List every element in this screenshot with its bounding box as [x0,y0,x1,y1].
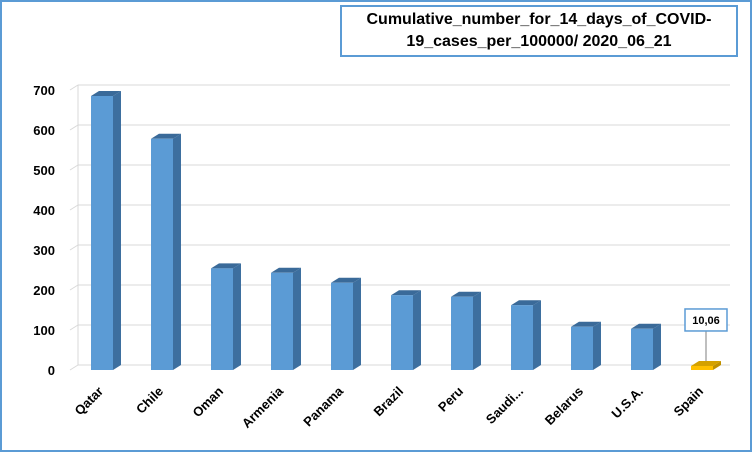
bar-front [211,268,233,370]
bar-front [691,365,713,370]
bar-belarus [571,321,601,370]
gridline-depth [69,244,79,251]
y-tick-label: 600 [33,123,55,138]
x-tick-label: Spain [670,383,706,419]
bar-front [331,282,353,370]
bar-front [571,326,593,370]
bar-side [353,277,361,370]
x-tick-label: Panama [300,383,346,429]
bar-top [691,360,721,366]
bar-side [473,291,481,370]
y-tick-label: 0 [48,363,55,378]
gridline-depth [69,284,79,291]
bar-side [413,290,421,370]
gridline-depth [69,364,79,371]
bar-top [91,91,121,96]
y-tick-label: 500 [33,163,55,178]
y-tick-label: 100 [33,323,55,338]
bar-front [631,328,653,370]
bar-brazil [391,290,421,370]
bar-top [211,263,241,269]
x-tick-label: U.S.A. [608,384,646,422]
bar-side [713,360,721,370]
bar-front [91,96,113,370]
gridlines [69,84,730,371]
data-labels: 10,06 [684,308,728,361]
x-tick-label: Saudi... [483,384,526,427]
y-axis: 0 100 200 300 400 500 600 700 [33,83,79,378]
y-tick-label: 300 [33,243,55,258]
x-tick-label: Brazil [370,384,406,420]
x-tick-label: Oman [189,383,226,420]
bar-peru [451,291,481,370]
x-tick-label: Armenia [239,383,287,431]
gridline-depth [69,84,79,91]
bar-panama [331,277,361,370]
x-axis-labels: Qatar Chile Oman Armenia Panama Brazil Peru Sau… [71,383,706,431]
bar-side [233,263,241,370]
chart-title-line-2: 19_cases_per_100000/ 2020_06_21 [406,33,672,50]
x-tick-label: Belarus [542,384,586,428]
bar-front [151,138,173,370]
bar-spain [691,360,721,370]
chart-title-line-1: Cumulative_number_for_14_days_of_COVID- [366,11,712,28]
bar-top [271,267,301,273]
y-tick-label: 400 [33,203,55,218]
bar-side [173,133,181,370]
bar-top [151,133,181,139]
x-tick-label: Chile [133,384,166,417]
bar-chile [151,133,181,370]
bar-side [533,300,541,370]
bar-top [451,291,481,297]
x-tick-label: Qatar [71,384,106,419]
bar-side [293,267,301,370]
bar-side [653,323,661,370]
bar-top [331,277,361,283]
bar-front [511,305,533,370]
gridline-depth [69,324,79,331]
bar-front [391,295,413,370]
bar-armenia [271,267,301,370]
data-label-box [684,308,728,332]
bar-top [391,290,421,296]
bar-front [451,296,473,370]
bar-top [631,323,661,329]
y-tick-label: 200 [33,283,55,298]
bars [91,91,721,370]
chart-title: Cumulative_number_for_14_days_of_COVID- … [340,5,738,57]
bar-side [593,321,601,370]
gridline-depth [69,204,79,211]
data-label: 10,06 [692,315,720,327]
bar-usa [631,323,661,370]
bar-qatar [91,91,121,370]
bar-top [571,321,601,327]
bar-oman [211,263,241,370]
x-tick-label: Peru [435,383,466,414]
bar-front [271,272,293,370]
gridline-depth [69,124,79,131]
gridline-depth [69,164,79,171]
bar-side [113,91,121,370]
bar-saudi [511,300,541,370]
y-tick-label: 700 [33,83,55,98]
bar-top [511,300,541,306]
